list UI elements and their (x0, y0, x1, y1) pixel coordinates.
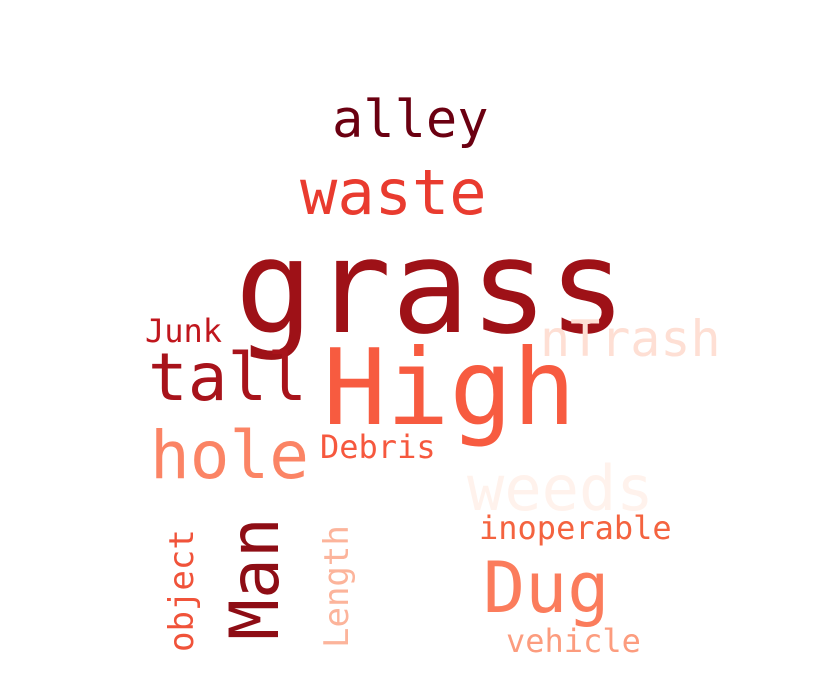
word-high: High (323, 327, 576, 449)
word-debris: Debris (320, 428, 436, 466)
word-length: Length (317, 525, 357, 648)
word-waste: waste (300, 156, 487, 229)
word-object: object (162, 529, 202, 652)
word-weeds: weeds (467, 452, 654, 525)
word-alley: alley (332, 90, 489, 150)
word-grass: grass (235, 211, 627, 363)
word-ntrash: nTrash (540, 310, 721, 368)
word-inoperable: inoperable (479, 509, 672, 547)
word-vehicle: vehicle (506, 622, 641, 660)
word-junk: Junk (145, 312, 223, 350)
word-hole: hole (150, 417, 309, 494)
word-tall: tall (148, 339, 307, 416)
word-man: Man (216, 517, 295, 640)
word-dug: Dug (483, 547, 610, 629)
